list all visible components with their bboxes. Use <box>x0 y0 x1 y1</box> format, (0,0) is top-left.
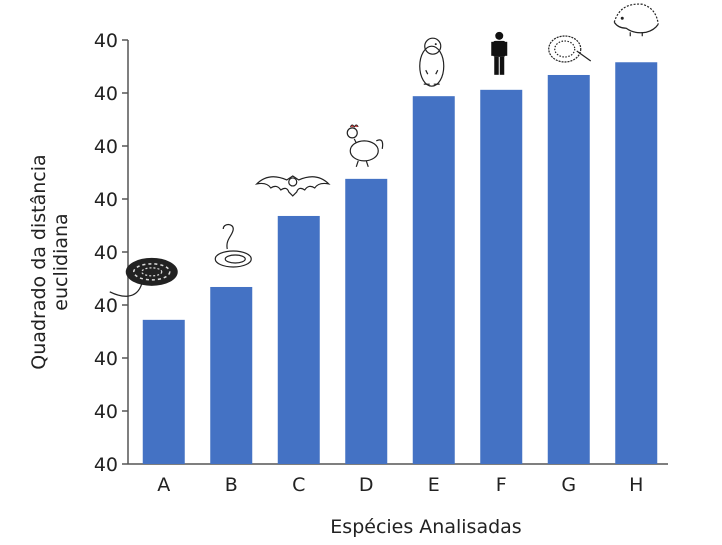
y-axis-title-line-2: euclidiana <box>50 213 72 310</box>
x-tick-label: B <box>225 474 238 496</box>
species-icons <box>109 3 659 297</box>
bar-h <box>615 62 658 464</box>
y-axis-title: Quadrado da distância euclidiana <box>28 154 72 369</box>
bar-g <box>547 74 590 464</box>
y-tick-label: 40 <box>94 30 118 52</box>
bars <box>142 62 658 465</box>
x-tick-label: D <box>359 474 374 496</box>
x-tick-labels: A B C D E F G H <box>157 474 643 496</box>
y-tick-label: 40 <box>94 295 118 317</box>
y-tick-label: 40 <box>94 136 118 158</box>
x-tick-label: H <box>629 474 643 496</box>
hedgehog-icon <box>613 3 659 37</box>
y-tick-label: 40 <box>94 242 118 264</box>
x-tick-label: G <box>561 474 576 496</box>
x-tick-label: E <box>428 474 440 496</box>
human-icon <box>491 31 508 75</box>
x-tick-label: C <box>292 474 305 496</box>
echidna-icon <box>548 35 592 63</box>
y-axis-title-line-1: Quadrado da distância <box>28 154 50 369</box>
y-tick-label: 40 <box>94 454 118 476</box>
x-axis-title: Espécies Analisadas <box>330 516 521 538</box>
y-tick-label: 40 <box>94 83 118 105</box>
bat-icon <box>254 175 331 197</box>
coiled-snake-icon <box>109 257 178 297</box>
bar-d <box>345 178 388 465</box>
x-tick-label: A <box>157 474 170 496</box>
cobra-icon <box>214 223 252 268</box>
bar-e <box>412 96 455 465</box>
x-tick-label: F <box>496 474 507 496</box>
y-tick-label: 40 <box>94 348 118 370</box>
bar-a <box>142 319 185 464</box>
bar-f <box>480 89 523 464</box>
bar-c <box>277 215 320 464</box>
chicken-icon <box>346 124 384 168</box>
bar-b <box>210 286 253 464</box>
y-tick-label: 40 <box>94 401 118 423</box>
y-tick-label: 40 <box>94 189 118 211</box>
y-ticks: 40 40 40 40 40 40 40 40 40 <box>94 30 128 476</box>
marmot-icon <box>419 37 445 87</box>
